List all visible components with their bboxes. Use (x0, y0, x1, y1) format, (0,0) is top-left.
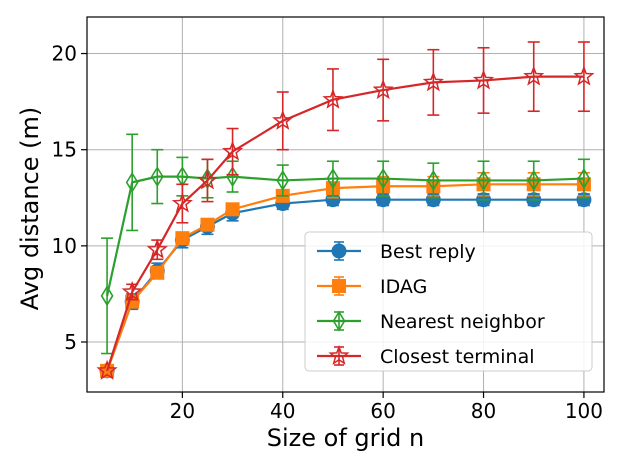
data-point (272, 109, 294, 130)
legend-entry: Best reply (317, 241, 476, 263)
data-point (171, 192, 193, 213)
legend-label: IDAG (380, 276, 427, 298)
legend-marker (328, 344, 350, 366)
data-point (150, 265, 165, 280)
x-tick-label: 80 (471, 399, 496, 423)
y-tick-label: 10 (52, 234, 77, 258)
x-tick-label: 40 (270, 399, 295, 423)
series-line (106, 75, 584, 372)
data-point (150, 166, 164, 188)
data-point (577, 168, 591, 190)
data-point (146, 238, 168, 259)
series-layer (96, 41, 595, 380)
data-point (523, 65, 545, 86)
legend-entry: Closest terminal (317, 344, 535, 368)
legend-label: Closest terminal (380, 346, 535, 368)
legend-entry: IDAG (317, 276, 427, 298)
data-point (225, 202, 240, 217)
legend-marker (332, 279, 346, 293)
data-point (196, 169, 219, 190)
data-point (472, 69, 495, 90)
y-tick-label: 5 (64, 330, 77, 354)
data-point (322, 88, 344, 109)
legend-entry: Nearest neighbor (317, 310, 545, 333)
x-tick-label: 60 (370, 399, 395, 423)
series-line (106, 175, 584, 297)
y-axis-label: Avg distance (m) (16, 107, 44, 311)
legend-label: Nearest neighbor (380, 311, 545, 333)
data-point (200, 217, 215, 232)
data-point (226, 166, 240, 188)
y-tick-label: 20 (52, 42, 77, 66)
data-point (326, 168, 340, 190)
data-point (376, 168, 390, 190)
plot-area-frame (86, 16, 605, 393)
legend-box (304, 231, 593, 372)
data-point (372, 78, 394, 100)
legend-label: Best reply (380, 241, 476, 263)
x-axis-label: Size of grid n (267, 424, 425, 452)
series-closest-terminal (96, 41, 595, 380)
data-point (121, 280, 143, 302)
data-point (100, 285, 114, 307)
data-point (573, 65, 595, 86)
legend-marker (331, 243, 347, 259)
legend-marker (332, 310, 346, 332)
data-point (527, 169, 541, 191)
x-tick-label: 20 (170, 399, 195, 423)
data-point (96, 359, 118, 380)
y-tick-label: 15 (52, 138, 77, 162)
legend: Best reply IDAG Nearest neighbor Closest te… (304, 231, 593, 372)
data-point (175, 231, 190, 246)
data-point (422, 71, 444, 92)
data-point (426, 169, 440, 191)
data-point (477, 169, 490, 191)
data-point (276, 169, 290, 191)
axis-ticks: 20 40 60 80 100 5 10 15 20 (52, 42, 603, 423)
data-point (221, 140, 244, 161)
x-tick-label: 100 (565, 399, 603, 423)
data-point (125, 171, 139, 193)
